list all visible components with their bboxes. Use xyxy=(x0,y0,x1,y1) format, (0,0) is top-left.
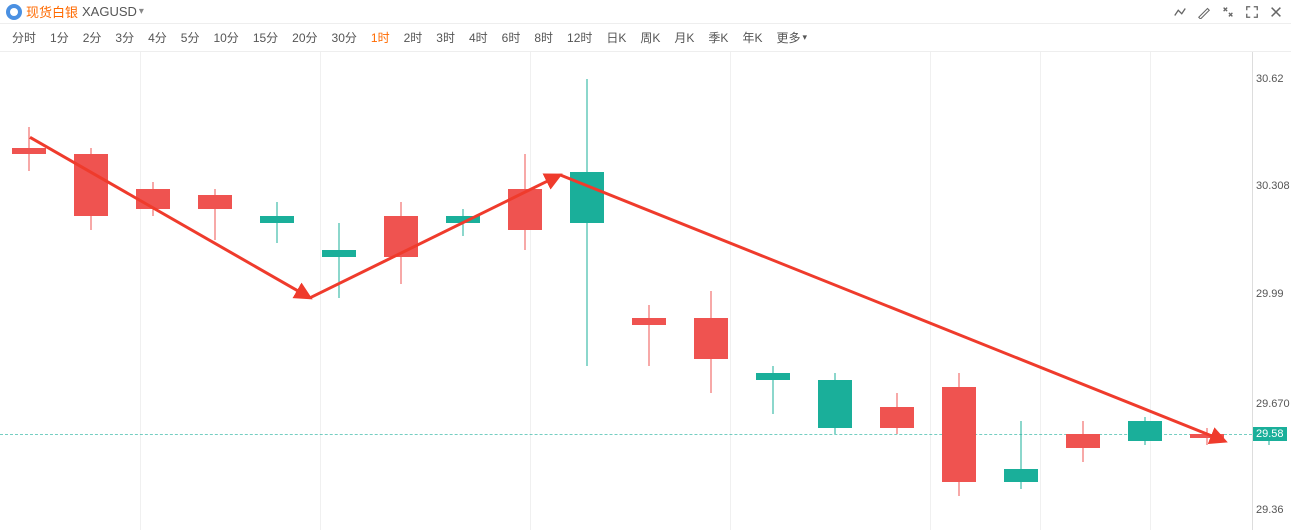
y-tick-label: 30.62 xyxy=(1256,73,1284,85)
y-tick-label: 29.99 xyxy=(1256,288,1284,300)
logo-icon xyxy=(6,4,22,20)
draw-icon[interactable] xyxy=(1195,3,1213,21)
candle-body xyxy=(74,154,108,215)
candle-body xyxy=(756,373,790,380)
candle[interactable] xyxy=(1004,52,1038,530)
candle-body xyxy=(384,216,418,257)
timeframe-more[interactable]: 更多▾ xyxy=(770,26,813,49)
timeframe-15分[interactable]: 15分 xyxy=(247,26,284,49)
candle[interactable] xyxy=(74,52,108,530)
chart-header: 现货白银 XAGUSD ▾ xyxy=(0,0,1291,24)
chart-plot-area[interactable] xyxy=(0,52,1252,530)
y-tick-label: 29.670 xyxy=(1256,398,1290,410)
candle[interactable] xyxy=(1066,52,1100,530)
candle[interactable] xyxy=(1190,52,1224,530)
candle[interactable] xyxy=(694,52,728,530)
candle-wick xyxy=(587,79,588,366)
candle-body xyxy=(1004,469,1038,483)
candle-wick xyxy=(339,223,340,298)
timeframe-30分[interactable]: 30分 xyxy=(326,26,363,49)
vgrid-line xyxy=(320,52,321,530)
compare-icon[interactable] xyxy=(1219,3,1237,21)
candle-body xyxy=(260,216,294,223)
annotation-arrows xyxy=(0,52,1252,530)
candle-wick xyxy=(463,209,464,236)
candle[interactable] xyxy=(880,52,914,530)
close-icon[interactable] xyxy=(1267,3,1285,21)
timeframe-1时[interactable]: 1时 xyxy=(365,26,396,49)
y-tick-label: 29.36 xyxy=(1256,504,1284,516)
timeframe-月K[interactable]: 月K xyxy=(668,26,700,49)
candle[interactable] xyxy=(756,52,790,530)
timeframe-日K[interactable]: 日K xyxy=(600,26,632,49)
candle[interactable] xyxy=(260,52,294,530)
instrument-symbol: XAGUSD xyxy=(82,4,137,19)
candle-body xyxy=(446,216,480,223)
symbol-dropdown-caret[interactable]: ▾ xyxy=(139,6,144,17)
candle-body xyxy=(632,318,666,325)
timeframe-20分[interactable]: 20分 xyxy=(286,26,323,49)
candle-body xyxy=(322,250,356,257)
candle[interactable] xyxy=(508,52,542,530)
timeframe-分时[interactable]: 分时 xyxy=(6,26,42,49)
candle-body xyxy=(570,172,604,223)
timeframe-4时[interactable]: 4时 xyxy=(463,26,494,49)
vgrid-line xyxy=(730,52,731,530)
candle[interactable] xyxy=(942,52,976,530)
candle-body xyxy=(508,189,542,230)
timeframe-6时[interactable]: 6时 xyxy=(496,26,527,49)
candle[interactable] xyxy=(322,52,356,530)
y-axis: 30.62 30.308 29.99 29.670 29.36 29.58 xyxy=(1252,52,1291,530)
indicator-icon[interactable] xyxy=(1171,3,1189,21)
candle[interactable] xyxy=(632,52,666,530)
timeframe-8时[interactable]: 8时 xyxy=(528,26,559,49)
y-tick-label: 30.308 xyxy=(1256,180,1290,192)
candle-body xyxy=(198,195,232,209)
candle-body xyxy=(942,387,976,483)
timeframe-10分[interactable]: 10分 xyxy=(207,26,244,49)
timeframe-5分[interactable]: 5分 xyxy=(175,26,206,49)
candle-body xyxy=(136,189,170,209)
candle[interactable] xyxy=(12,52,46,530)
timeframe-季K[interactable]: 季K xyxy=(702,26,734,49)
timeframe-1分[interactable]: 1分 xyxy=(44,26,75,49)
candle[interactable] xyxy=(818,52,852,530)
vgrid-line xyxy=(930,52,931,530)
candle[interactable] xyxy=(384,52,418,530)
chart-container: 30.62 30.308 29.99 29.670 29.36 29.58 xyxy=(0,52,1291,530)
candle-body xyxy=(1190,434,1224,437)
candle[interactable] xyxy=(136,52,170,530)
timeframe-周K[interactable]: 周K xyxy=(634,26,666,49)
timeframe-toolbar: 分时1分2分3分4分5分10分15分20分30分1时2时3时4时6时8时12时日… xyxy=(0,24,1291,52)
candle[interactable] xyxy=(570,52,604,530)
timeframe-2分[interactable]: 2分 xyxy=(77,26,108,49)
timeframe-3时[interactable]: 3时 xyxy=(430,26,461,49)
vgrid-line xyxy=(1040,52,1041,530)
timeframe-3分[interactable]: 3分 xyxy=(109,26,140,49)
candle-body xyxy=(12,148,46,155)
candle[interactable] xyxy=(1128,52,1162,530)
fullscreen-icon[interactable] xyxy=(1243,3,1261,21)
timeframe-12时[interactable]: 12时 xyxy=(561,26,598,49)
candle[interactable] xyxy=(446,52,480,530)
candle-body xyxy=(694,318,728,359)
candle-body xyxy=(1128,421,1162,441)
instrument-name-cn: 现货白银 xyxy=(26,2,78,21)
candle-wick xyxy=(649,305,650,366)
candle-body xyxy=(880,407,914,427)
timeframe-2时[interactable]: 2时 xyxy=(398,26,429,49)
candle[interactable] xyxy=(198,52,232,530)
candle-wick xyxy=(277,202,278,243)
candle-body xyxy=(818,380,852,428)
candle-body xyxy=(1066,434,1100,448)
current-price-line xyxy=(0,434,1252,435)
timeframe-4分[interactable]: 4分 xyxy=(142,26,173,49)
timeframe-年K[interactable]: 年K xyxy=(736,26,768,49)
header-right-tools xyxy=(1171,0,1285,24)
current-price-label: 29.58 xyxy=(1253,427,1287,441)
